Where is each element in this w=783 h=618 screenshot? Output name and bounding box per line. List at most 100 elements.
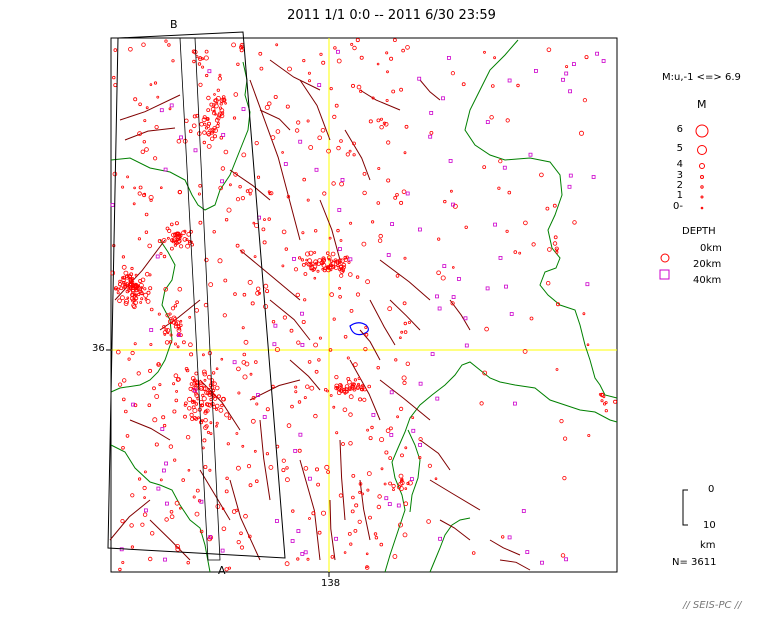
shallow-event xyxy=(451,266,455,269)
shallow-event xyxy=(141,42,146,47)
fault-line xyxy=(259,419,271,501)
shallow-event xyxy=(513,250,518,254)
shallow-event xyxy=(556,302,561,307)
shallow-event xyxy=(355,38,360,43)
deep-event xyxy=(498,255,503,260)
deep-event xyxy=(207,69,212,74)
shallow-event xyxy=(195,488,200,493)
shallow-event xyxy=(173,458,177,462)
shallow-event xyxy=(371,96,375,100)
shallow-event xyxy=(401,48,405,53)
shallow-event xyxy=(329,394,333,397)
shallow-event xyxy=(399,336,402,340)
shallow-event xyxy=(296,120,301,125)
deep-event xyxy=(564,71,569,76)
shallow-event xyxy=(356,382,360,386)
deep-event xyxy=(149,328,154,332)
deep-event xyxy=(418,442,423,447)
shallow-event xyxy=(368,119,373,124)
shallow-event xyxy=(149,531,155,536)
shallow-event xyxy=(355,292,361,297)
shallow-event xyxy=(187,396,193,402)
shallow-event xyxy=(313,259,318,265)
shallow-event xyxy=(241,326,245,330)
shallow-event xyxy=(539,172,544,178)
shallow-event xyxy=(171,232,176,238)
shallow-event xyxy=(364,332,369,337)
shallow-event xyxy=(133,186,136,190)
shallow-event xyxy=(201,57,205,61)
shallow-event xyxy=(133,342,137,346)
shallow-event xyxy=(174,398,179,403)
shallow-event xyxy=(161,238,167,243)
shallow-event xyxy=(212,134,217,139)
shallow-event xyxy=(334,374,339,380)
shallow-event xyxy=(396,415,400,419)
shallow-event xyxy=(281,458,286,463)
shallow-event xyxy=(203,378,207,382)
shallow-event xyxy=(144,147,149,152)
shallow-event xyxy=(173,373,179,379)
shallow-event xyxy=(379,117,383,121)
shallow-event xyxy=(148,368,153,373)
shallow-event xyxy=(264,105,270,111)
shallow-event xyxy=(392,554,398,559)
shallow-event xyxy=(324,464,330,470)
shallow-event xyxy=(192,114,197,119)
shallow-event xyxy=(399,87,404,92)
shallow-event xyxy=(343,391,347,395)
shallow-event xyxy=(144,230,149,234)
deep-event xyxy=(456,276,461,281)
shallow-event xyxy=(245,189,250,193)
shallow-event xyxy=(531,242,536,247)
shallow-event xyxy=(374,536,379,540)
shallow-event xyxy=(217,258,223,264)
shallow-event xyxy=(253,449,257,453)
coastline xyxy=(110,61,251,211)
shallow-event xyxy=(370,425,374,430)
shallow-event xyxy=(256,286,261,291)
shallow-event xyxy=(130,282,136,287)
deep-event xyxy=(463,316,468,321)
boundary-line xyxy=(110,239,176,393)
shallow-event xyxy=(404,487,408,490)
deep-event xyxy=(438,536,443,541)
shallow-event xyxy=(212,381,217,387)
shallow-event xyxy=(198,184,202,188)
shallow-event xyxy=(139,301,143,304)
shallow-event xyxy=(376,366,380,370)
shallow-event xyxy=(204,49,209,54)
footer-credit: // SEIS-PC // xyxy=(683,600,742,611)
shallow-event xyxy=(179,244,184,249)
deep-event xyxy=(199,499,204,504)
shallow-event xyxy=(157,312,161,316)
shallow-event xyxy=(162,423,167,428)
shallow-event xyxy=(254,360,258,364)
shallow-event xyxy=(483,50,486,54)
shallow-event xyxy=(188,386,193,391)
shallow-event xyxy=(130,293,135,297)
shallow-event xyxy=(436,270,441,276)
shallow-event xyxy=(154,442,159,447)
shallow-event xyxy=(170,238,175,243)
shallow-event xyxy=(255,290,261,296)
shallow-event xyxy=(221,97,227,103)
shallow-event xyxy=(295,292,300,298)
fault-line xyxy=(229,479,261,561)
shallow-event xyxy=(482,370,488,376)
deep-event xyxy=(601,59,606,63)
deep-event xyxy=(448,158,453,163)
shallow-event xyxy=(572,220,577,225)
magnitude-range: M:u,-1 <=> 6.9 xyxy=(662,72,741,83)
shallow-event xyxy=(305,384,310,389)
fault-line xyxy=(419,79,441,101)
shallow-event xyxy=(313,413,318,419)
shallow-event xyxy=(397,522,403,528)
shallow-event xyxy=(328,348,333,352)
shallow-event xyxy=(320,262,324,266)
shallow-event xyxy=(142,485,147,491)
depth-scale-top: 0 xyxy=(708,484,715,495)
shallow-event xyxy=(227,566,231,570)
shallow-event xyxy=(296,340,301,345)
shallow-event xyxy=(218,407,224,413)
